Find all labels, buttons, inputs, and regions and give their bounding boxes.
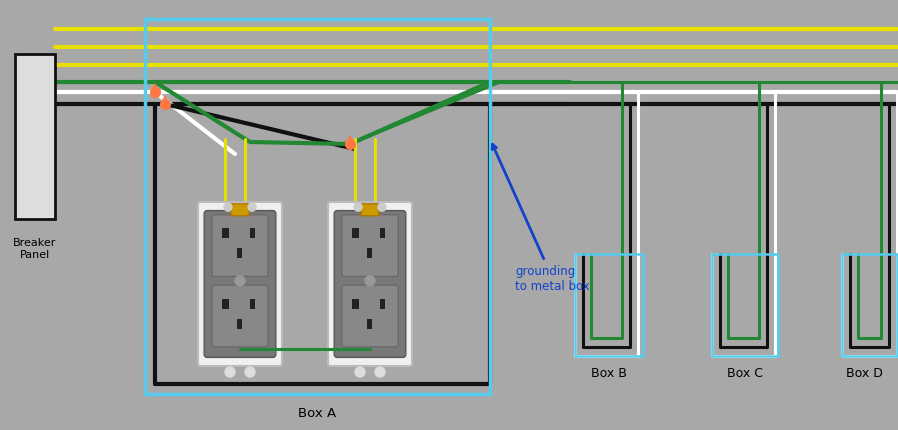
FancyBboxPatch shape xyxy=(15,55,55,219)
FancyBboxPatch shape xyxy=(342,215,398,277)
Text: Box D: Box D xyxy=(846,366,883,379)
Circle shape xyxy=(354,204,362,212)
Circle shape xyxy=(248,204,256,212)
Text: Box C: Box C xyxy=(727,366,763,379)
FancyBboxPatch shape xyxy=(361,204,379,216)
Bar xyxy=(250,229,255,239)
Bar xyxy=(237,249,242,259)
Bar xyxy=(367,319,372,329)
Bar xyxy=(222,229,229,239)
Circle shape xyxy=(235,276,245,286)
Text: Box B: Box B xyxy=(591,366,627,379)
Text: grounding
to metal box: grounding to metal box xyxy=(492,145,590,292)
FancyBboxPatch shape xyxy=(212,215,268,277)
Circle shape xyxy=(378,204,386,212)
FancyBboxPatch shape xyxy=(328,203,412,366)
Bar xyxy=(712,255,778,356)
FancyBboxPatch shape xyxy=(198,203,282,366)
Bar xyxy=(575,255,643,356)
Bar xyxy=(352,299,359,309)
Circle shape xyxy=(245,367,255,377)
Circle shape xyxy=(355,367,365,377)
Circle shape xyxy=(225,367,235,377)
Circle shape xyxy=(365,276,375,286)
Bar xyxy=(367,249,372,259)
Bar xyxy=(842,255,897,356)
Bar xyxy=(250,299,255,309)
Bar xyxy=(380,229,385,239)
Bar xyxy=(380,299,385,309)
Bar xyxy=(145,20,490,394)
Bar xyxy=(352,229,359,239)
Text: Box A: Box A xyxy=(298,406,337,419)
FancyBboxPatch shape xyxy=(334,211,406,358)
FancyBboxPatch shape xyxy=(231,204,249,216)
Circle shape xyxy=(375,367,385,377)
Bar xyxy=(237,319,242,329)
FancyBboxPatch shape xyxy=(204,211,276,358)
Circle shape xyxy=(224,204,232,212)
FancyBboxPatch shape xyxy=(212,286,268,347)
Bar xyxy=(222,299,229,309)
FancyBboxPatch shape xyxy=(342,286,398,347)
Text: Breaker
Panel: Breaker Panel xyxy=(13,237,57,259)
